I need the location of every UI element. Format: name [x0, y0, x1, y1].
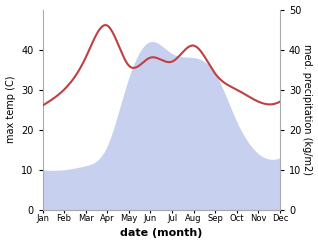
Y-axis label: med. precipitation (kg/m2): med. precipitation (kg/m2) — [302, 44, 313, 175]
X-axis label: date (month): date (month) — [120, 228, 203, 238]
Y-axis label: max temp (C): max temp (C) — [5, 76, 16, 143]
